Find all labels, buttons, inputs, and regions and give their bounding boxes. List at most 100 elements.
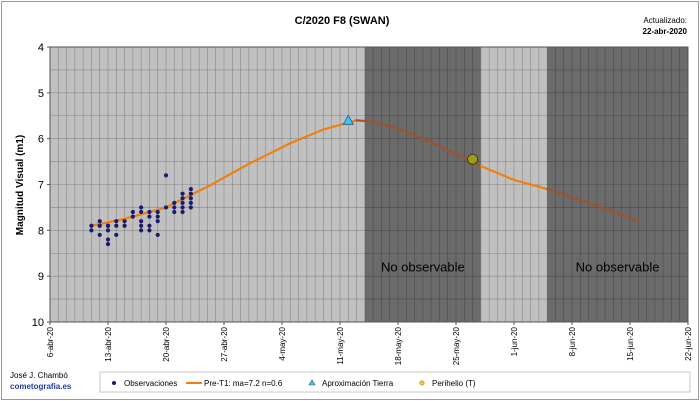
x-tick-label: 8-jun-20 xyxy=(568,326,577,356)
x-tick-label: 18-may-20 xyxy=(394,326,403,365)
observation-point xyxy=(155,219,160,224)
y-tick-label: 10 xyxy=(32,317,44,329)
x-tick-label: 22-jun-20 xyxy=(684,326,693,360)
x-tick-label: 4-may-20 xyxy=(278,326,287,360)
legend-observations-swatch xyxy=(112,381,116,385)
observation-point xyxy=(97,223,102,228)
observation-point xyxy=(155,232,160,238)
observation-point xyxy=(97,232,102,238)
y-tick-label: 6 xyxy=(38,134,44,146)
x-tick-label: 11-may-20 xyxy=(336,326,345,364)
observation-point xyxy=(188,200,193,205)
x-tick-label: 15-jun-20 xyxy=(626,326,635,360)
x-tick-label: 13-abr-20 xyxy=(104,326,113,361)
observation-point xyxy=(155,209,160,215)
observation-point xyxy=(97,219,102,224)
observation-point xyxy=(180,196,185,201)
legend: Observaciones Pre-T1: ma=7.2 n=0.6 Aproxim… xyxy=(99,371,691,393)
background-band-0 xyxy=(50,47,365,322)
observation-point xyxy=(105,241,111,247)
observation-point xyxy=(188,205,193,210)
observation-point xyxy=(163,205,169,210)
observation-point xyxy=(172,200,177,205)
legend-prediction-label: Pre-T1: ma=7.2 n=0.6 xyxy=(204,379,283,388)
prediction-line-segment xyxy=(628,216,640,223)
observation-point xyxy=(139,223,144,228)
prediction-line-segment xyxy=(90,217,126,227)
observation-point xyxy=(105,228,111,233)
update-date: 22-abr-2020 xyxy=(643,27,688,36)
observation-point xyxy=(139,209,144,215)
observation-point xyxy=(114,219,119,224)
background-bands xyxy=(50,47,688,322)
observation-point xyxy=(139,219,144,224)
prediction-line-segment xyxy=(247,142,292,165)
legend-earth-approach-label: Aproximación Tierra xyxy=(322,379,394,388)
prediction-line-segment xyxy=(355,119,375,123)
prediction-line-segment xyxy=(479,165,516,182)
prediction-line-segment xyxy=(396,127,424,140)
observation-point xyxy=(180,200,185,205)
observation-point xyxy=(180,205,185,210)
observation-point xyxy=(89,223,94,228)
legend-perihelion-label: Perihelio (T) xyxy=(432,379,476,388)
prediction-line-segment xyxy=(512,178,549,191)
observation-point xyxy=(122,219,127,224)
y-tick-label: 7 xyxy=(38,180,44,192)
observation-point xyxy=(180,209,185,215)
series-layer xyxy=(89,114,640,247)
observation-point xyxy=(155,214,160,219)
observation-point xyxy=(130,209,135,215)
y-tick-label: 8 xyxy=(38,225,44,237)
observation-point xyxy=(147,214,152,219)
x-tick-labels: 6-abr-20 13-abr-20 20-abr-20 27-abr-20 4-may… xyxy=(46,322,693,365)
observation-point xyxy=(172,209,177,215)
observation-point xyxy=(89,228,94,233)
prediction-line-segment xyxy=(421,137,458,155)
prediction-line-segment xyxy=(206,162,250,188)
y-axis-label: Magnitud Visual (m1) xyxy=(15,135,26,235)
x-tick-label: 20-abr-20 xyxy=(162,326,171,361)
observation-point xyxy=(139,205,144,210)
legend-perihelion-swatch xyxy=(419,380,425,386)
band-label-1: No observable xyxy=(381,260,465,275)
observation-point xyxy=(105,237,111,242)
legend-earth-approach-swatch xyxy=(308,379,316,386)
band-label-3: No observable xyxy=(576,260,660,275)
chart-title: C/2020 F8 (SWAN) xyxy=(295,15,390,27)
observation-point xyxy=(114,223,119,228)
observation-point xyxy=(122,223,127,228)
observation-point xyxy=(147,209,152,215)
earth-approach-marker xyxy=(342,114,354,125)
observation-point xyxy=(180,191,185,196)
observation-point xyxy=(188,191,193,196)
y-tick-label: 5 xyxy=(38,88,44,100)
observation-point xyxy=(130,214,135,219)
author-name: José J. Chambó xyxy=(10,371,68,380)
x-tick-label: 1-jun-20 xyxy=(510,326,519,356)
observation-point xyxy=(147,223,152,228)
site-link[interactable]: cometografia.es xyxy=(10,382,72,391)
x-tick-label: 6-abr-20 xyxy=(46,326,55,357)
legend-observations-label: Observaciones xyxy=(124,379,177,388)
observation-point xyxy=(188,186,193,192)
background-band-1 xyxy=(364,47,481,322)
prediction-line-segment xyxy=(546,187,590,204)
band-labels: No observable No observable xyxy=(381,260,660,275)
observation-point xyxy=(147,228,152,233)
background-band-2 xyxy=(480,47,548,322)
update-label: Actualizado: xyxy=(643,16,687,25)
observation-point xyxy=(105,223,111,228)
prediction-line-segment xyxy=(372,120,400,130)
y-tick-label: 9 xyxy=(38,271,44,283)
x-tick-label: 27-abr-20 xyxy=(220,326,229,361)
y-tick-labels: 4 5 6 7 8 9 10 xyxy=(32,42,50,329)
x-tick-label: 25-may-20 xyxy=(452,326,461,365)
observation-point xyxy=(139,228,144,233)
perihelion-marker xyxy=(467,153,478,165)
prediction-line-segment xyxy=(587,201,632,219)
prediction-line-segment xyxy=(289,128,325,145)
background-band-3 xyxy=(547,47,688,322)
